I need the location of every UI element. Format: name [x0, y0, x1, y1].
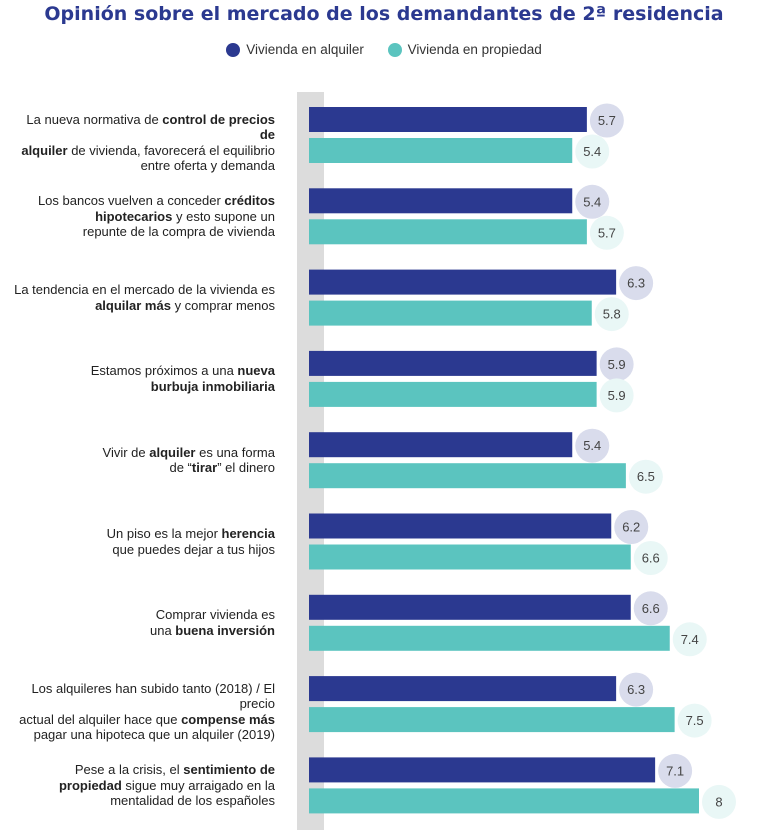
legend-label-alquiler: Vivienda en alquiler: [246, 41, 364, 57]
value-bubble-alquiler-4: [599, 347, 634, 382]
value-bubble-propiedad-4: [599, 378, 634, 413]
value-label-alquiler-9: 7.1: [666, 763, 684, 778]
chart-title: Opinión sobre el mercado de los demandan…: [44, 3, 724, 25]
value-label-alquiler-3: 6.3: [627, 276, 645, 291]
bar-alquiler-8: [309, 676, 617, 702]
value-bubble-alquiler-9: [658, 753, 693, 788]
value-label-propiedad-4: 5.9: [608, 388, 626, 403]
value-bubble-alquiler-5: [575, 428, 610, 463]
value-label-propiedad-5: 6.5: [637, 469, 655, 484]
value-bubble-alquiler-6: [614, 510, 649, 544]
value-bubble-alquiler-1: [589, 103, 624, 138]
value-bubble-propiedad-8: [677, 703, 712, 738]
legend-swatch-alquiler: [226, 43, 241, 58]
value-bubble-propiedad-3: [594, 297, 629, 332]
bar-alquiler-1: [309, 107, 587, 132]
value-label-propiedad-3: 5.8: [603, 307, 621, 322]
bar-propiedad-5: [309, 463, 626, 489]
value-label-alquiler-1: 5.7: [598, 113, 616, 128]
value-label-propiedad-7: 7.4: [681, 632, 699, 647]
bar-alquiler-2: [309, 188, 573, 214]
category-label-9: Pese a la crisis, el sentimiento de propi…: [58, 762, 275, 809]
value-label-propiedad-9: 8: [715, 794, 722, 809]
category-label-5: Vivir de alquiler es una forma de “tirar”…: [102, 444, 275, 476]
bar-alquiler-4: [309, 350, 597, 376]
value-bubble-propiedad-6: [633, 541, 668, 575]
axis-band: [297, 92, 324, 830]
category-label-7: Comprar vivienda es una buena inversión: [149, 607, 275, 638]
bar-propiedad-2: [309, 219, 587, 245]
bar-propiedad-7: [309, 625, 670, 651]
value-label-propiedad-8: 7.5: [686, 713, 704, 728]
value-bubble-propiedad-7: [672, 622, 707, 657]
bar-alquiler-3: [309, 269, 617, 295]
bar-alquiler-5: [309, 432, 573, 458]
bar-propiedad-9: [309, 788, 699, 814]
category-label-4: Estamos próximos a una nueva burbuja inmo…: [90, 363, 275, 394]
value-bubble-alquiler-2: [575, 184, 610, 219]
bar-alquiler-7: [309, 594, 631, 620]
value-bubble-alquiler-7: [633, 591, 668, 626]
category-label-3: La tendencia en el mercado de la viviend…: [14, 282, 275, 313]
bar-propiedad-8: [309, 707, 675, 733]
value-label-propiedad-2: 5.7: [598, 225, 616, 240]
value-label-alquiler-7: 6.6: [642, 601, 660, 616]
value-label-alquiler-5: 5.4: [583, 438, 601, 453]
value-label-propiedad-1: 5.4: [583, 144, 601, 159]
value-bubble-propiedad-2: [589, 215, 624, 250]
value-bubble-propiedad-1: [575, 134, 610, 169]
value-label-alquiler-8: 6.3: [627, 682, 645, 697]
bar-alquiler-9: [309, 757, 656, 783]
value-label-alquiler-2: 5.4: [583, 194, 601, 209]
value-bubble-propiedad-9: [702, 784, 736, 819]
category-label-1: La nueva normativa de control de precios…: [21, 111, 275, 174]
legend-item-propiedad: Vivienda en propiedad: [387, 41, 542, 58]
legend: Vivienda en alquiler Vivienda en propied…: [0, 41, 768, 58]
value-bubble-propiedad-5: [628, 459, 663, 494]
bar-alquiler-6: [309, 513, 612, 539]
legend-label-propiedad: Vivienda en propiedad: [407, 41, 542, 57]
bar-propiedad-3: [309, 300, 592, 326]
value-label-alquiler-4: 5.9: [608, 357, 626, 372]
value-bubble-alquiler-3: [619, 266, 654, 301]
category-label-2: Los bancos vuelven a conceder créditos hi…: [37, 193, 275, 240]
bar-propiedad-1: [309, 138, 573, 163]
bar-propiedad-4: [309, 381, 597, 407]
category-label-6: Un piso es la mejor herencia que puedes d…: [106, 526, 275, 557]
category-label-8: Los alquileres han subido tanto (2018) /…: [19, 680, 275, 743]
value-label-alquiler-6: 6.2: [622, 520, 640, 535]
bar-propiedad-6: [309, 544, 631, 570]
legend-item-alquiler: Vivienda en alquiler: [226, 41, 364, 58]
value-label-propiedad-6: 6.6: [642, 551, 660, 566]
legend-swatch-propiedad: [387, 43, 402, 58]
value-bubble-alquiler-8: [619, 672, 654, 707]
